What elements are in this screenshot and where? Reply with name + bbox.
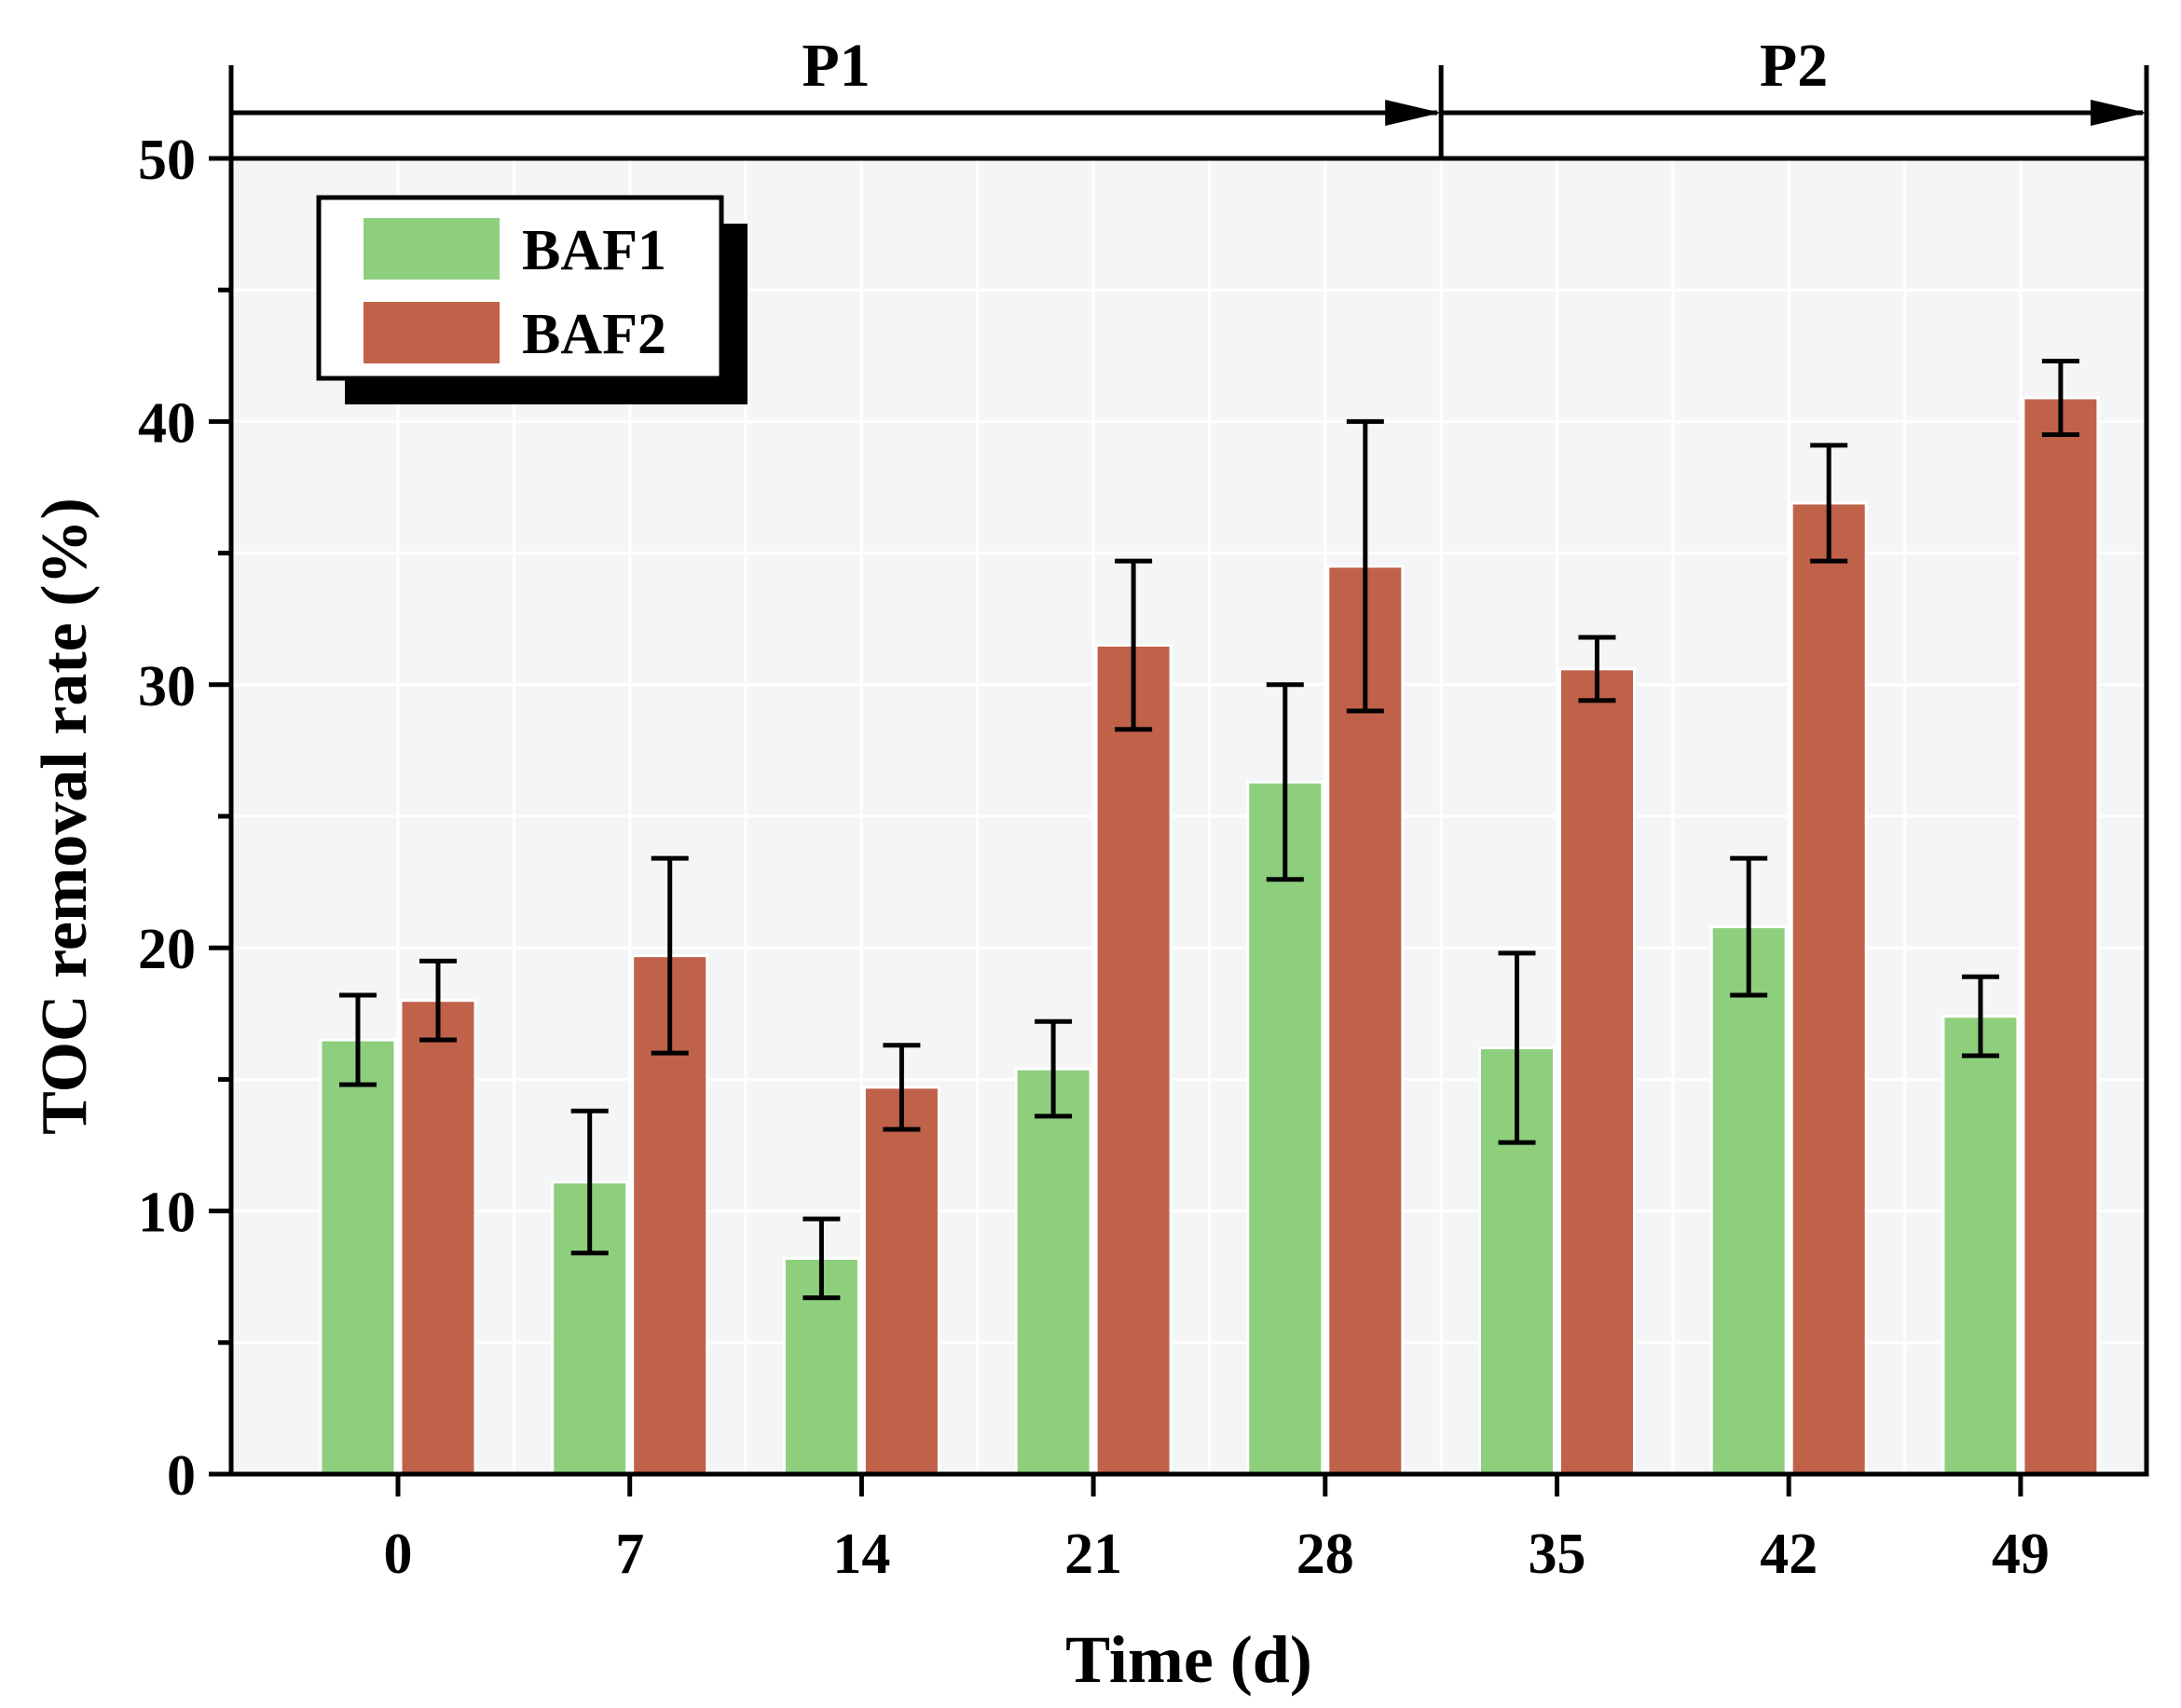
bar-baf1-day-21 (1014, 1067, 1092, 1476)
phase-label: P1 (802, 32, 870, 100)
error-bar-baf1-day-28 (1266, 682, 1304, 882)
x-tick-label: 14 (832, 1523, 890, 1586)
error-bar-baf2-day-7 (651, 855, 689, 1056)
phase-arrow-head (2091, 100, 2147, 126)
error-bar-baf2-day-35 (1578, 635, 1616, 704)
error-bar-baf2-day-14 (883, 1043, 921, 1132)
error-bar-baf1-day-21 (1035, 1018, 1073, 1119)
error-bar-baf2-day-28 (1346, 418, 1384, 714)
y-tick-label: 20 (138, 918, 196, 981)
x-tick-label: 49 (1992, 1523, 2050, 1586)
y-tick-label: 50 (138, 129, 196, 192)
legend-swatch-baf1 (364, 218, 500, 280)
bar-baf2-day-0 (399, 999, 477, 1476)
phase-annotations: P1 P2 (228, 32, 2149, 158)
y-axis-label: TOC removal rate (%) (29, 498, 101, 1135)
error-bar-baf1-day-14 (802, 1216, 841, 1301)
bar-baf2-day-21 (1094, 643, 1173, 1476)
error-bar-baf2-day-21 (1115, 558, 1153, 732)
y-tick-label: 10 (138, 1182, 196, 1245)
bar-baf1-day-49 (1941, 1015, 2020, 1476)
error-bar-baf1-day-7 (570, 1108, 609, 1256)
phase-arrow-head (1385, 100, 1442, 126)
error-bar-baf1-day-49 (1961, 974, 1999, 1059)
phase-label: P2 (1760, 32, 1828, 100)
phase-p2: P2 (1441, 32, 2147, 126)
error-bar-baf1-day-42 (1730, 855, 1768, 998)
y-tick-label: 0 (167, 1444, 196, 1508)
bars (319, 396, 2100, 1476)
error-bar-baf2-day-49 (2041, 358, 2079, 438)
y-tick-label: 40 (138, 391, 196, 455)
error-bar-baf1-day-35 (1498, 950, 1536, 1145)
x-tick-label: 7 (615, 1523, 644, 1586)
y-tick-label: 30 (138, 655, 196, 718)
bar-baf2-day-49 (2022, 396, 2100, 1476)
x-tick-label: 42 (1760, 1523, 1818, 1586)
error-bar-baf2-day-42 (1810, 443, 1848, 564)
error-bars (339, 358, 2079, 1301)
phase-p1: P1 (231, 32, 1442, 126)
legend-label-baf1: BAF1 (522, 219, 666, 282)
bar-baf1-day-42 (1709, 925, 1788, 1476)
bar-baf1-day-0 (319, 1038, 397, 1476)
x-tick-label: 28 (1296, 1523, 1354, 1586)
x-tick-label: 0 (384, 1523, 413, 1586)
bar-baf1-day-28 (1246, 780, 1324, 1476)
x-axis-label: Time (d) (1065, 1622, 1312, 1697)
legend-label-baf2: BAF2 (522, 303, 666, 366)
legend-swatch-baf2 (364, 302, 500, 363)
bar-baf2-day-35 (1558, 667, 1636, 1476)
error-bar-baf1-day-0 (339, 992, 377, 1087)
bar-baf2-day-28 (1326, 565, 1405, 1476)
x-tick-label: 21 (1064, 1523, 1122, 1586)
axes: 0 10 20 30 40 50 0 7 14 21 28 35 42 49 (138, 129, 2149, 1586)
error-bar-baf2-day-0 (419, 958, 457, 1043)
bar-baf2-day-14 (862, 1086, 940, 1476)
legend: BAF1 BAF2 (316, 195, 748, 404)
x-tick-label: 35 (1529, 1523, 1586, 1586)
bar-baf2-day-42 (1790, 501, 1868, 1476)
